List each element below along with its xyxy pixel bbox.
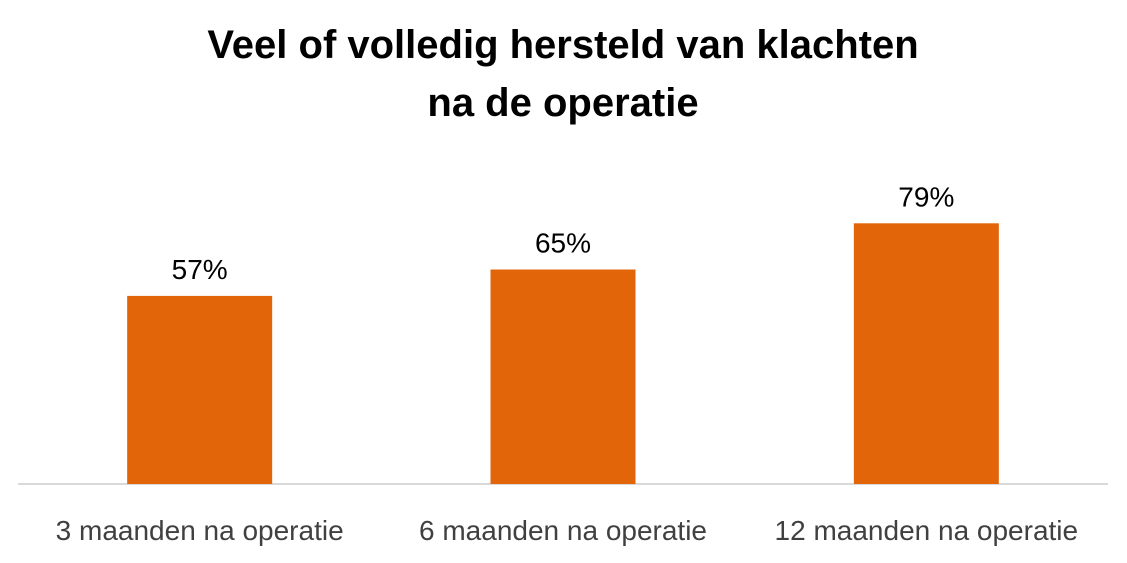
chart-title-line-1: Veel of volledig hersteld van klachten [207, 23, 918, 67]
data-label-0: 57% [172, 254, 228, 285]
bar-1 [490, 269, 636, 484]
plot-area: 57% 3 maanden na operatie 65% 6 maanden na … [18, 181, 1108, 546]
x-tick-label-2: 12 maanden na operatie [775, 515, 1079, 546]
x-tick-label-1: 6 maanden na operatie [419, 515, 707, 546]
bar-2 [853, 223, 999, 485]
bar-0 [127, 295, 273, 484]
x-tick-label-0: 3 maanden na operatie [56, 515, 344, 546]
chart-title-line-2: na de operatie [427, 81, 698, 125]
data-label-2: 79% [898, 181, 954, 212]
data-label-1: 65% [535, 228, 591, 259]
